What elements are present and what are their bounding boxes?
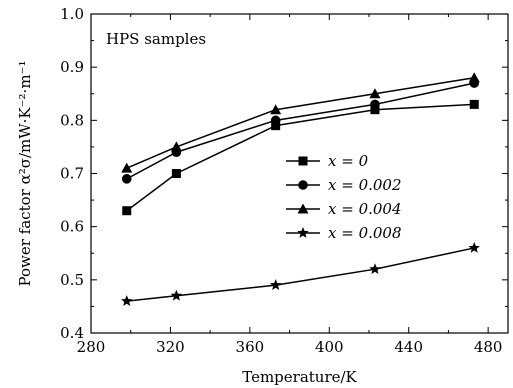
legend-label: x = 0 <box>328 152 369 170</box>
y-tick-label: 0.6 <box>60 218 84 236</box>
x-tick-label: 320 <box>156 338 185 356</box>
series-3 <box>121 241 480 306</box>
y-tick-label: 0.9 <box>60 58 84 76</box>
legend-marker-circle <box>298 180 308 190</box>
series-0 <box>122 99 479 216</box>
data-point-star <box>369 263 381 275</box>
legend-marker-square <box>298 156 308 166</box>
legend-marker-star <box>297 227 309 238</box>
legend-entry-0: x = 0 <box>286 152 369 170</box>
data-point-star <box>170 289 183 301</box>
data-point-triangle <box>270 104 282 115</box>
x-tick-label: 440 <box>394 338 423 356</box>
data-point-circle <box>370 99 380 110</box>
x-tick-label: 480 <box>474 338 503 356</box>
data-point-square <box>469 99 479 109</box>
series-2 <box>121 72 480 173</box>
x-tick-label: 280 <box>77 338 106 356</box>
data-point-square <box>370 105 380 115</box>
x-axis-title: Temperature/K <box>242 368 357 386</box>
axes: 280 320 360 400 440 480 0.4 0.5 0.6 0.7 0.8 0.9 1.0 <box>60 5 509 356</box>
legend-marker-triangle <box>297 203 309 214</box>
legend-entry-1: x = 0.002 <box>286 176 402 194</box>
annotation-label: HPS samples <box>106 30 206 48</box>
y-tick-label: 0.4 <box>60 324 84 342</box>
data-point-triangle <box>170 141 182 152</box>
data-point-circle <box>270 115 281 126</box>
legend-label: x = 0.002 <box>328 176 402 194</box>
y-tick-label: 0.7 <box>60 165 84 183</box>
data-point-star <box>269 279 282 290</box>
data-point-triangle <box>468 72 480 83</box>
data-point-star <box>121 295 133 306</box>
legend-entry-2: x = 0.004 <box>286 200 402 218</box>
series-1 <box>121 78 480 184</box>
legend: x = 0 x = 0.002 x = 0.004 x = 0.008 <box>286 152 402 242</box>
data-point-square <box>171 169 181 178</box>
data-point-square <box>122 206 132 216</box>
legend-entry-3: x = 0.008 <box>286 224 402 242</box>
y-tick-label: 0.8 <box>60 111 84 129</box>
data-point-triangle <box>369 88 381 99</box>
y-tick-label: 0.5 <box>60 271 84 289</box>
y-axis-title: Power factor α²σ/mW·K⁻²·m⁻¹ <box>16 61 34 287</box>
data-point-triangle <box>121 162 133 173</box>
y-tick-label: 1.0 <box>60 5 84 23</box>
data-point-circle <box>121 174 132 184</box>
x-tick-label: 360 <box>236 338 265 356</box>
x-tick-label: 400 <box>315 338 344 356</box>
legend-label: x = 0.008 <box>328 224 402 242</box>
plot-series <box>121 72 480 306</box>
series-line <box>126 247 475 302</box>
data-point-square <box>271 121 281 131</box>
data-point-star <box>468 241 480 253</box>
legend-label: x = 0.004 <box>328 200 402 218</box>
plot-frame <box>90 13 509 334</box>
